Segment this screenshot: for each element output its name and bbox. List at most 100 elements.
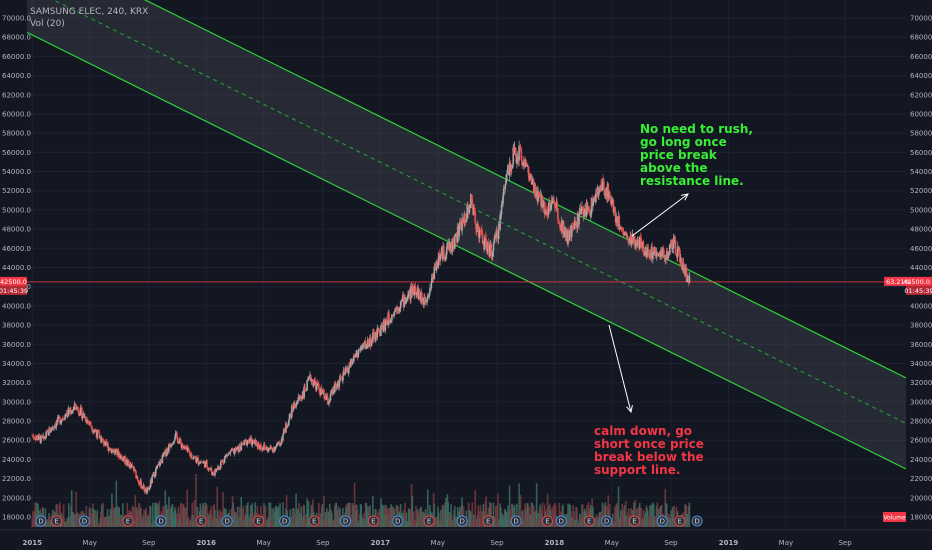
- candle-body: [557, 218, 560, 223]
- candle-body: [367, 339, 370, 347]
- earnings-marker[interactable]: [541, 515, 553, 527]
- earnings-marker[interactable]: [482, 515, 494, 527]
- candle-body: [545, 209, 547, 213]
- candle-body: [434, 266, 436, 268]
- candle-body: [45, 432, 47, 438]
- candle-body: [358, 350, 361, 352]
- candle-body: [51, 427, 53, 429]
- earnings-marker[interactable]: [252, 515, 264, 527]
- volume-bar: [551, 507, 553, 527]
- dividend-marker[interactable]: [78, 515, 90, 527]
- candle-body: [218, 467, 221, 470]
- volume-bar: [500, 507, 502, 527]
- time-axis-tick-label: May: [779, 539, 793, 547]
- candle-body: [317, 383, 320, 389]
- dividend-marker[interactable]: [555, 515, 567, 527]
- candle-body: [426, 299, 428, 302]
- candle-body: [578, 213, 580, 225]
- left-axis-tick-label: 52000.0: [2, 187, 31, 195]
- dividend-marker[interactable]: [340, 515, 352, 527]
- volume-bar: [268, 502, 270, 527]
- candle-body: [433, 266, 436, 280]
- earnings-marker[interactable]: [308, 515, 320, 527]
- candle-body: [675, 253, 678, 256]
- earnings-marker-label: E: [486, 518, 490, 526]
- earnings-marker-label: E: [632, 518, 636, 526]
- candle-body: [230, 448, 233, 451]
- dividend-marker-label: D: [395, 518, 400, 526]
- candle-body: [168, 443, 171, 446]
- dividend-marker[interactable]: [392, 515, 404, 527]
- candle-body: [389, 320, 392, 323]
- candle-body: [612, 200, 615, 213]
- candle-body: [518, 145, 520, 161]
- dividend-marker-label: D: [513, 518, 518, 526]
- candle-body: [669, 245, 672, 246]
- candle-body: [580, 209, 583, 215]
- volume-bar: [652, 503, 655, 527]
- dividend-marker[interactable]: [221, 515, 233, 527]
- volume-bar: [180, 502, 183, 527]
- earnings-marker[interactable]: [674, 515, 686, 527]
- right-axis-tick-label: 34000.0: [910, 360, 932, 368]
- right-axis-tick-label: 18000.0: [910, 514, 932, 522]
- support-line[interactable]: [26, 31, 907, 470]
- candle-body: [516, 159, 518, 163]
- candle-body: [187, 448, 190, 452]
- earnings-marker[interactable]: [367, 515, 379, 527]
- earnings-marker[interactable]: [195, 515, 207, 527]
- candle-body: [58, 416, 61, 418]
- candle-body: [343, 370, 346, 375]
- time-axis[interactable]: 2015 May Sep 2016 May Sep 2017 May Sep 2018 May Sep…: [0, 529, 932, 547]
- left-time-tag: [0, 285, 27, 295]
- earnings-marker[interactable]: [423, 515, 435, 527]
- candle-body: [471, 199, 474, 208]
- dividend-marker[interactable]: [601, 515, 613, 527]
- candle-body: [318, 388, 321, 394]
- dividend-marker[interactable]: [155, 515, 167, 527]
- dividend-marker[interactable]: [656, 515, 668, 527]
- volume-bar: [453, 506, 456, 527]
- dividend-marker[interactable]: [456, 515, 468, 527]
- candle-body: [72, 409, 74, 411]
- candle-body: [421, 292, 423, 302]
- dividend-marker[interactable]: [510, 515, 522, 527]
- candle-body: [236, 448, 238, 451]
- candle-body: [84, 416, 87, 422]
- candle-body: [465, 218, 468, 223]
- earnings-marker[interactable]: [628, 515, 640, 527]
- earnings-marker[interactable]: [122, 515, 134, 527]
- candle-body: [600, 185, 602, 188]
- candle-body: [614, 208, 616, 212]
- volume-bar: [269, 502, 272, 527]
- left-axis-tick-label: 50000.0: [2, 206, 31, 214]
- candle-body: [376, 328, 379, 338]
- candle-body: [246, 442, 248, 446]
- candle-body: [667, 253, 670, 259]
- right-price-axis[interactable]: 18000.0 20000.0 22000.0 24000.0 26000.0 28000…: [910, 15, 932, 522]
- candle-body: [38, 435, 40, 440]
- candle-body: [618, 216, 621, 229]
- support-annotation[interactable]: calm down, go short once price break bel…: [594, 425, 704, 477]
- earnings-marker[interactable]: [583, 515, 595, 527]
- candle-body: [165, 449, 167, 456]
- dividend-marker[interactable]: [279, 515, 291, 527]
- candle-body: [485, 238, 488, 246]
- dividend-marker[interactable]: [35, 515, 47, 527]
- earnings-marker[interactable]: [51, 515, 63, 527]
- resistance-annotation[interactable]: No need to rush, go long once price brea…: [640, 123, 753, 188]
- symbol-label[interactable]: SAMSUNG ELEC, 240, KRX: [30, 7, 149, 17]
- dividend-marker[interactable]: [691, 515, 703, 527]
- volume-bar: [176, 513, 178, 527]
- candle-body: [553, 200, 555, 203]
- candle-body: [247, 439, 250, 442]
- candle-body: [38, 435, 41, 437]
- volume-tag: [883, 512, 906, 522]
- candle-body: [407, 292, 410, 295]
- volume-indicator-label[interactable]: Vol (20): [30, 19, 65, 29]
- candle-body: [254, 439, 256, 445]
- candle-body: [307, 378, 310, 380]
- candle-body: [137, 479, 140, 482]
- resistance-line[interactable]: [27, 0, 907, 379]
